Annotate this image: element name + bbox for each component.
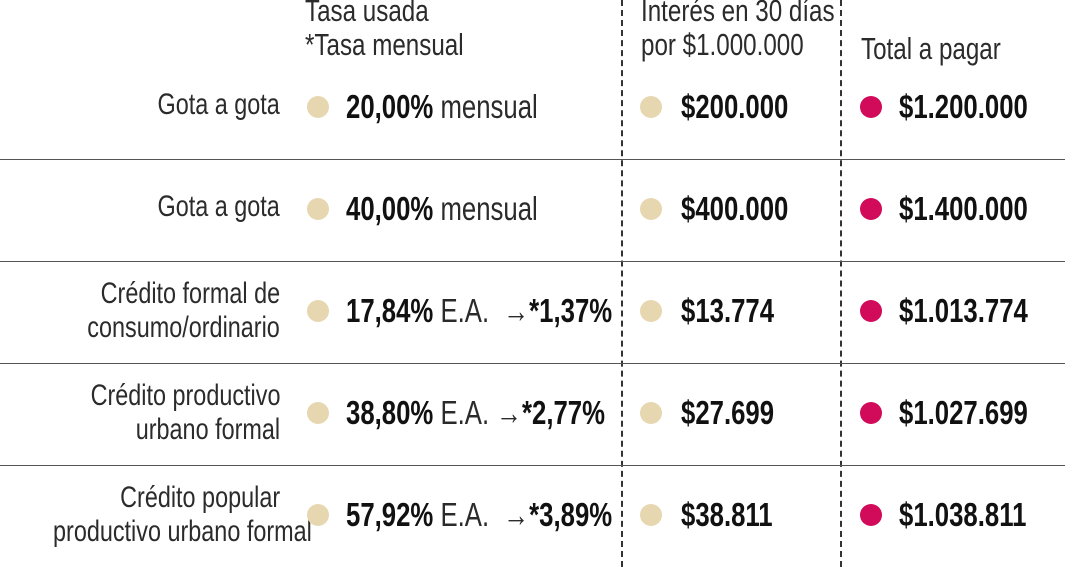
rate-number: 17,84%	[346, 292, 434, 329]
interest-dot	[640, 198, 662, 220]
rate-dot	[307, 504, 329, 526]
interest-dot	[640, 504, 662, 526]
table-row: Crédito formal de consumo/ordinario 17,8…	[0, 261, 1080, 363]
interest-dot	[640, 402, 662, 424]
table-row: Crédito popular productivo urbano formal…	[0, 465, 1080, 567]
total-amount: $1.027.699	[899, 394, 1028, 431]
table-row: Crédito productivo urbano formal 38,80% …	[0, 363, 1080, 465]
row-label: Gota a gota	[0, 190, 280, 224]
total-dot	[860, 504, 882, 526]
header-total: Total a pagar	[861, 32, 1040, 66]
rate-number: 20,00%	[346, 88, 434, 125]
row-label-line: consumo/ordinario	[87, 311, 280, 344]
arrow-icon: →	[496, 394, 522, 431]
rate-value: 38,80% E.A. →*2,77%	[346, 393, 678, 433]
row-label-line: Gota a gota	[157, 88, 280, 121]
rate-unit: E.A.	[440, 394, 490, 431]
rate-value: 17,84% E.A. →*1,37%	[346, 291, 687, 331]
rate-dot	[307, 300, 329, 322]
header-interes: Interés en 30 días por $1.000.000	[641, 0, 889, 62]
row-divider	[0, 159, 1065, 160]
total-amount: $1.038.811	[899, 496, 1027, 533]
total-dot	[860, 402, 882, 424]
rate-number: 57,92%	[346, 496, 434, 533]
row-divider	[0, 363, 1065, 364]
rate-monthly: *1,37%	[529, 292, 613, 329]
rate-unit: mensual	[440, 88, 538, 125]
interest-dot	[640, 96, 662, 118]
rate-dot	[307, 198, 329, 220]
interest-amount: $38.811	[681, 496, 773, 533]
row-label-line: Crédito productivo	[90, 379, 280, 412]
interest-value: $27.699	[681, 393, 800, 433]
row-label: Crédito productivo urbano formal	[0, 379, 280, 447]
rate-dot	[307, 402, 329, 424]
rate-number: 38,80%	[346, 394, 434, 431]
interest-amount: $200.000	[681, 88, 789, 125]
rate-dot	[307, 96, 329, 118]
total-value: $1.013.774	[899, 291, 1064, 331]
total-value: $1.200.000	[899, 87, 1064, 127]
rate-value: 57,92% E.A. →*3,89%	[346, 495, 687, 535]
row-label: Crédito formal de consumo/ordinario	[0, 277, 280, 345]
row-label: Gota a gota	[0, 88, 280, 122]
total-amount: $1.200.000	[899, 88, 1028, 125]
header-total-label: Total a pagar	[861, 31, 1001, 66]
total-value: $1.027.699	[899, 393, 1064, 433]
header-interes-line1: Interés en 30 días	[641, 0, 835, 28]
total-value: $1.038.811	[899, 495, 1062, 535]
row-label-line: urbano formal	[135, 413, 280, 446]
rate-value: 40,00% mensual	[346, 189, 592, 229]
header-tasa-line2: *Tasa mensual	[305, 27, 464, 62]
total-amount: $1.400.000	[899, 190, 1028, 227]
rate-number: 40,00%	[346, 190, 434, 227]
arrow-icon: →	[503, 496, 530, 533]
rate-value: 20,00% mensual	[346, 87, 592, 127]
row-label-line: Crédito formal de	[100, 277, 280, 310]
column-divider	[621, 0, 623, 567]
total-amount: $1.013.774	[899, 292, 1028, 329]
interest-value: $38.811	[681, 495, 798, 535]
row-divider	[0, 261, 1065, 262]
interest-amount: $27.699	[681, 394, 775, 431]
row-label-line: productivo urbano formal	[53, 515, 312, 548]
rate-monthly: *2,77%	[521, 394, 606, 431]
total-dot	[860, 96, 882, 118]
interest-amount: $13.774	[681, 292, 775, 329]
interest-amount: $400.000	[681, 190, 789, 227]
rate-unit: mensual	[440, 190, 538, 227]
rate-unit: E.A.	[440, 292, 490, 329]
column-divider	[840, 0, 842, 567]
total-dot	[860, 300, 882, 322]
header-interes-line2: por $1.000.000	[641, 27, 804, 62]
table-row: Gota a gota 20,00% mensual $200.000 $1.2…	[0, 57, 1080, 159]
header-tasa: Tasa usada *Tasa mensual	[305, 0, 508, 62]
row-label: Crédito popular productivo urbano formal	[0, 481, 312, 549]
interest-value: $13.774	[681, 291, 800, 331]
total-value: $1.400.000	[899, 189, 1064, 229]
row-label-line: Crédito popular	[120, 481, 280, 514]
table-row: Gota a gota 40,00% mensual $400.000 $1.4…	[0, 159, 1080, 261]
rate-monthly: *3,89%	[529, 496, 613, 533]
interest-value: $400.000	[681, 189, 819, 229]
rate-unit: E.A.	[440, 496, 490, 533]
total-dot	[860, 198, 882, 220]
interest-dot	[640, 300, 662, 322]
row-divider	[0, 465, 1065, 466]
interest-value: $200.000	[681, 87, 819, 127]
header-tasa-line1: Tasa usada	[305, 0, 429, 28]
arrow-icon: →	[503, 292, 530, 329]
row-label-line: Gota a gota	[157, 190, 280, 223]
